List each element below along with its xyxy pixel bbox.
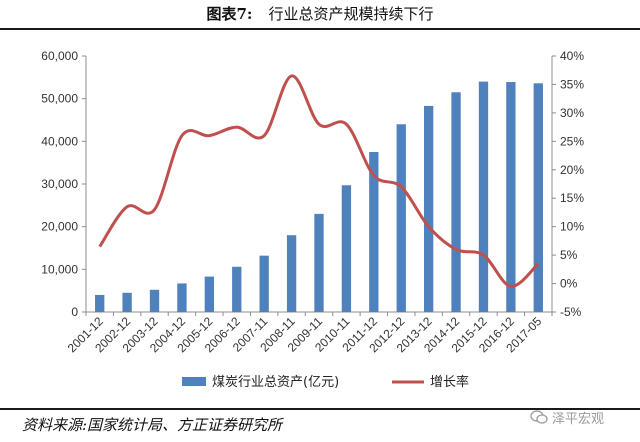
combo-chart: 0 10,000 20,000 30,000 40,000 50,000 60,000 -5%… (41, 49, 584, 390)
left-tick-label: 40,000 (41, 134, 78, 148)
bar (95, 294, 105, 312)
left-tick-label: 60,000 (41, 49, 78, 63)
left-tick-label: 10,000 (41, 262, 78, 276)
bar (149, 289, 160, 312)
bar (506, 82, 516, 312)
bar (396, 124, 406, 313)
bar (204, 276, 215, 312)
right-tick-label: 5% (560, 248, 578, 262)
bottom-rule (0, 408, 640, 410)
bar (341, 185, 352, 312)
left-tick-label: 30,000 (41, 177, 78, 191)
legend-bar-label: 煤炭行业总资产(亿元) (212, 375, 339, 390)
left-tick-label: 50,000 (41, 92, 78, 106)
wechat-icon (530, 410, 548, 424)
right-tick-label: 20% (560, 163, 584, 177)
legend-bar-swatch (182, 377, 206, 386)
bar (177, 283, 187, 312)
caption-label: 图表7: (206, 5, 253, 23)
right-tick-label: 0% (560, 277, 578, 291)
left-tick-label: 20,000 (41, 220, 78, 234)
bar (232, 266, 242, 312)
bar (122, 292, 132, 312)
caption-title: 行业总资产规模持续下行 (268, 5, 434, 23)
watermark: 泽平宏观 (530, 405, 604, 429)
bar (286, 235, 297, 312)
bar (423, 105, 434, 312)
bar (478, 81, 489, 312)
legend-line-label: 增长率 (430, 374, 469, 390)
growth-line (98, 74, 540, 288)
bar (533, 83, 543, 312)
right-tick-label: -5% (560, 305, 582, 319)
right-tick-label: 25% (560, 134, 584, 148)
chart-caption: 图表7: 行业总资产规模持续下行 (0, 2, 640, 26)
right-tick-label: 15% (560, 191, 584, 205)
right-tick-label: 30% (560, 106, 584, 120)
right-tick-label: 40% (560, 49, 584, 63)
bar (369, 152, 379, 312)
watermark-text: 泽平宏观 (552, 411, 605, 427)
source-note: 资料来源:国家统计局、方正证券研究所 (22, 416, 283, 434)
left-tick-label: 0 (71, 305, 78, 319)
bar (259, 255, 269, 312)
bar (451, 92, 461, 312)
right-tick-label: 10% (560, 220, 584, 234)
top-rule (0, 28, 640, 30)
right-tick-label: 35% (560, 77, 584, 91)
bar (314, 213, 324, 312)
